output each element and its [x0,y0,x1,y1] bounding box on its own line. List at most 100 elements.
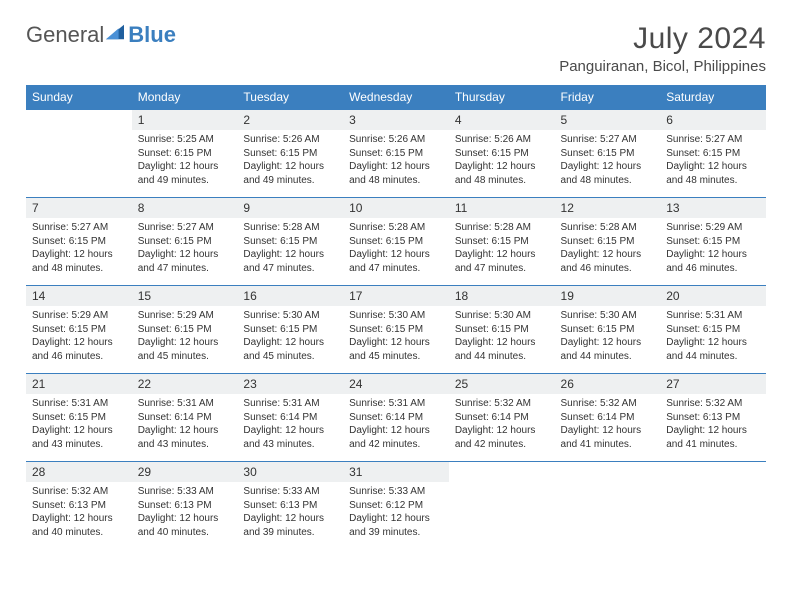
daylight-text-1: Daylight: 12 hours [455,248,549,262]
day-content: Sunrise: 5:31 AMSunset: 6:15 PMDaylight:… [660,306,766,368]
day-number: 13 [660,198,766,218]
sunrise-text: Sunrise: 5:31 AM [32,397,126,411]
sunset-text: Sunset: 6:15 PM [138,323,232,337]
calendar-day-cell: 7Sunrise: 5:27 AMSunset: 6:15 PMDaylight… [26,198,132,286]
sunrise-text: Sunrise: 5:29 AM [32,309,126,323]
day-number-empty [26,110,132,130]
daylight-text-1: Daylight: 12 hours [666,248,760,262]
sunrise-text: Sunrise: 5:29 AM [138,309,232,323]
sunrise-text: Sunrise: 5:26 AM [243,133,337,147]
day-content: Sunrise: 5:30 AMSunset: 6:15 PMDaylight:… [343,306,449,368]
calendar-day-cell: 5Sunrise: 5:27 AMSunset: 6:15 PMDaylight… [555,110,661,198]
day-number: 6 [660,110,766,130]
day-number-empty [555,462,661,482]
sunrise-text: Sunrise: 5:33 AM [243,485,337,499]
daylight-text-2: and 39 minutes. [243,526,337,540]
day-content: Sunrise: 5:28 AMSunset: 6:15 PMDaylight:… [237,218,343,280]
daylight-text-2: and 41 minutes. [561,438,655,452]
calendar-day-cell: 24Sunrise: 5:31 AMSunset: 6:14 PMDayligh… [343,374,449,462]
sunset-text: Sunset: 6:14 PM [243,411,337,425]
calendar-day-cell: 16Sunrise: 5:30 AMSunset: 6:15 PMDayligh… [237,286,343,374]
sunrise-text: Sunrise: 5:28 AM [349,221,443,235]
calendar-week-row: 14Sunrise: 5:29 AMSunset: 6:15 PMDayligh… [26,286,766,374]
day-content: Sunrise: 5:31 AMSunset: 6:14 PMDaylight:… [343,394,449,456]
day-content: Sunrise: 5:27 AMSunset: 6:15 PMDaylight:… [660,130,766,192]
calendar-day-cell: 25Sunrise: 5:32 AMSunset: 6:14 PMDayligh… [449,374,555,462]
daylight-text-1: Daylight: 12 hours [243,336,337,350]
calendar-day-cell [26,110,132,198]
weekday-header: Wednesday [343,85,449,110]
day-number: 18 [449,286,555,306]
sunset-text: Sunset: 6:13 PM [32,499,126,513]
day-number: 28 [26,462,132,482]
title-block: July 2024 Panguiranan, Bicol, Philippine… [559,22,766,75]
daylight-text-2: and 45 minutes. [349,350,443,364]
sunset-text: Sunset: 6:15 PM [138,235,232,249]
sunrise-text: Sunrise: 5:27 AM [666,133,760,147]
daylight-text-2: and 43 minutes. [138,438,232,452]
daylight-text-2: and 46 minutes. [32,350,126,364]
daylight-text-1: Daylight: 12 hours [349,512,443,526]
calendar-day-cell: 15Sunrise: 5:29 AMSunset: 6:15 PMDayligh… [132,286,238,374]
logo-sail-icon [104,23,126,41]
day-content: Sunrise: 5:29 AMSunset: 6:15 PMDaylight:… [132,306,238,368]
daylight-text-1: Daylight: 12 hours [561,336,655,350]
day-number: 26 [555,374,661,394]
day-number: 15 [132,286,238,306]
daylight-text-1: Daylight: 12 hours [666,336,760,350]
daylight-text-2: and 42 minutes. [349,438,443,452]
day-content: Sunrise: 5:31 AMSunset: 6:14 PMDaylight:… [132,394,238,456]
calendar-day-cell: 21Sunrise: 5:31 AMSunset: 6:15 PMDayligh… [26,374,132,462]
daylight-text-2: and 46 minutes. [561,262,655,276]
calendar-day-cell: 10Sunrise: 5:28 AMSunset: 6:15 PMDayligh… [343,198,449,286]
calendar-day-cell: 18Sunrise: 5:30 AMSunset: 6:15 PMDayligh… [449,286,555,374]
day-number: 30 [237,462,343,482]
sunrise-text: Sunrise: 5:30 AM [561,309,655,323]
day-number: 24 [343,374,449,394]
calendar-body: 1Sunrise: 5:25 AMSunset: 6:15 PMDaylight… [26,110,766,550]
day-number-empty [660,462,766,482]
sunset-text: Sunset: 6:15 PM [349,147,443,161]
sunrise-text: Sunrise: 5:31 AM [243,397,337,411]
daylight-text-1: Daylight: 12 hours [32,336,126,350]
sunset-text: Sunset: 6:15 PM [455,235,549,249]
day-content: Sunrise: 5:31 AMSunset: 6:14 PMDaylight:… [237,394,343,456]
calendar-week-row: 21Sunrise: 5:31 AMSunset: 6:15 PMDayligh… [26,374,766,462]
day-number: 31 [343,462,449,482]
sunset-text: Sunset: 6:15 PM [32,411,126,425]
day-content: Sunrise: 5:32 AMSunset: 6:13 PMDaylight:… [660,394,766,456]
weekday-header: Sunday [26,85,132,110]
calendar-day-cell: 12Sunrise: 5:28 AMSunset: 6:15 PMDayligh… [555,198,661,286]
daylight-text-1: Daylight: 12 hours [561,248,655,262]
weekday-header: Friday [555,85,661,110]
day-content: Sunrise: 5:33 AMSunset: 6:13 PMDaylight:… [237,482,343,544]
sunset-text: Sunset: 6:14 PM [455,411,549,425]
daylight-text-1: Daylight: 12 hours [138,160,232,174]
day-content: Sunrise: 5:25 AMSunset: 6:15 PMDaylight:… [132,130,238,192]
daylight-text-2: and 47 minutes. [243,262,337,276]
daylight-text-1: Daylight: 12 hours [138,512,232,526]
sunrise-text: Sunrise: 5:27 AM [561,133,655,147]
sunrise-text: Sunrise: 5:28 AM [243,221,337,235]
sunrise-text: Sunrise: 5:33 AM [138,485,232,499]
daylight-text-1: Daylight: 12 hours [561,424,655,438]
daylight-text-2: and 39 minutes. [349,526,443,540]
day-content: Sunrise: 5:30 AMSunset: 6:15 PMDaylight:… [449,306,555,368]
day-number: 23 [237,374,343,394]
logo: General Blue [26,22,176,48]
daylight-text-2: and 48 minutes. [32,262,126,276]
day-content: Sunrise: 5:26 AMSunset: 6:15 PMDaylight:… [449,130,555,192]
calendar-day-cell: 26Sunrise: 5:32 AMSunset: 6:14 PMDayligh… [555,374,661,462]
day-content: Sunrise: 5:32 AMSunset: 6:14 PMDaylight:… [449,394,555,456]
day-content: Sunrise: 5:27 AMSunset: 6:15 PMDaylight:… [132,218,238,280]
sunset-text: Sunset: 6:13 PM [666,411,760,425]
sunrise-text: Sunrise: 5:31 AM [349,397,443,411]
day-number: 29 [132,462,238,482]
day-number: 16 [237,286,343,306]
sunrise-text: Sunrise: 5:31 AM [138,397,232,411]
day-number: 9 [237,198,343,218]
sunset-text: Sunset: 6:15 PM [561,235,655,249]
day-number: 1 [132,110,238,130]
daylight-text-2: and 49 minutes. [138,174,232,188]
day-number: 10 [343,198,449,218]
